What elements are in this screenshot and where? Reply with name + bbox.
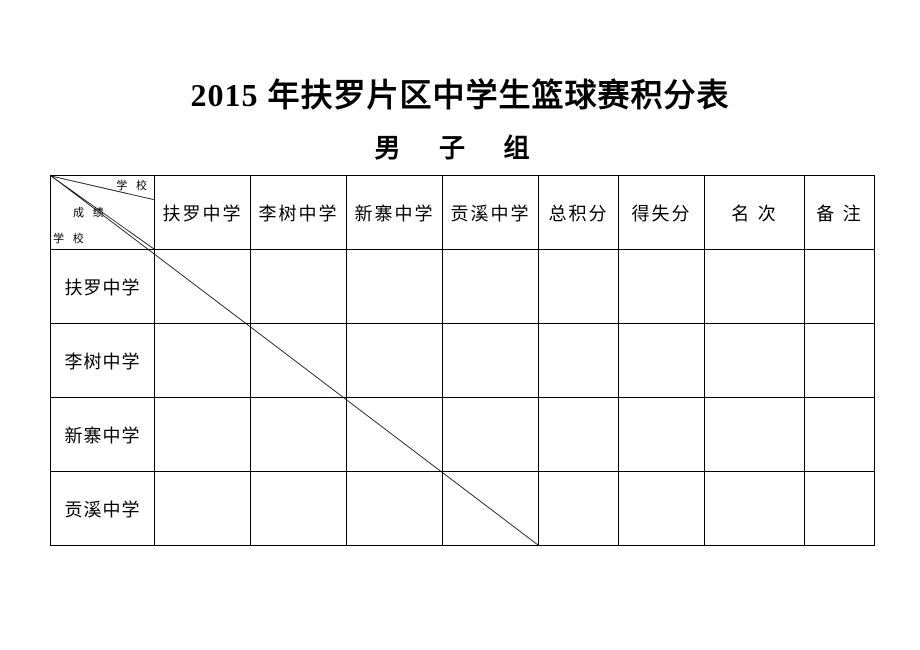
cell	[539, 398, 619, 472]
corner-label-mid: 成 绩	[73, 208, 107, 219]
row-header: 李树中学	[51, 324, 155, 398]
col-header: 扶罗中学	[155, 176, 251, 250]
row-header: 贡溪中学	[51, 472, 155, 546]
cell	[251, 398, 347, 472]
cell	[443, 250, 539, 324]
cell	[347, 250, 443, 324]
cell	[155, 472, 251, 546]
col-header: 得失分	[619, 176, 705, 250]
cell	[347, 324, 443, 398]
cell	[347, 472, 443, 546]
page-title: 2015 年扶罗片区中学生篮球赛积分表	[50, 70, 870, 116]
table-header-row: 学 校 成 绩 学 校 扶罗中学 李树中学 新寨中学 贡溪中学 总积分 得失分 …	[51, 176, 875, 250]
table-row: 新寨中学	[51, 398, 875, 472]
cell	[705, 324, 805, 398]
cell	[155, 250, 251, 324]
cell	[539, 250, 619, 324]
cell	[805, 250, 875, 324]
score-table: 学 校 成 绩 学 校 扶罗中学 李树中学 新寨中学 贡溪中学 总积分 得失分 …	[50, 175, 875, 546]
corner-label-top: 学 校	[116, 181, 150, 192]
col-header: 总积分	[539, 176, 619, 250]
corner-label-bot: 学 校	[53, 234, 87, 245]
table-wrapper: 学 校 成 绩 学 校 扶罗中学 李树中学 新寨中学 贡溪中学 总积分 得失分 …	[50, 175, 870, 546]
col-header: 名 次	[705, 176, 805, 250]
cell	[805, 472, 875, 546]
cell	[155, 324, 251, 398]
cell	[443, 472, 539, 546]
cell	[805, 324, 875, 398]
table-row: 贡溪中学	[51, 472, 875, 546]
cell	[705, 472, 805, 546]
cell	[539, 472, 619, 546]
col-header: 李树中学	[251, 176, 347, 250]
cell	[805, 398, 875, 472]
col-header: 备 注	[805, 176, 875, 250]
cell	[251, 250, 347, 324]
cell	[619, 472, 705, 546]
cell	[347, 398, 443, 472]
page-subtitle: 男 子 组	[50, 128, 870, 165]
cell	[705, 250, 805, 324]
table-row: 扶罗中学	[51, 250, 875, 324]
table-row: 李树中学	[51, 324, 875, 398]
row-header: 扶罗中学	[51, 250, 155, 324]
cell	[619, 398, 705, 472]
page: 2015 年扶罗片区中学生篮球赛积分表 男 子 组	[0, 0, 920, 546]
cell	[705, 398, 805, 472]
cell	[155, 398, 251, 472]
cell	[443, 324, 539, 398]
cell	[539, 324, 619, 398]
cell	[251, 324, 347, 398]
cell	[251, 472, 347, 546]
row-header: 新寨中学	[51, 398, 155, 472]
cell	[619, 250, 705, 324]
corner-cell: 学 校 成 绩 学 校	[51, 176, 155, 250]
cell	[443, 398, 539, 472]
col-header: 新寨中学	[347, 176, 443, 250]
cell	[619, 324, 705, 398]
col-header: 贡溪中学	[443, 176, 539, 250]
